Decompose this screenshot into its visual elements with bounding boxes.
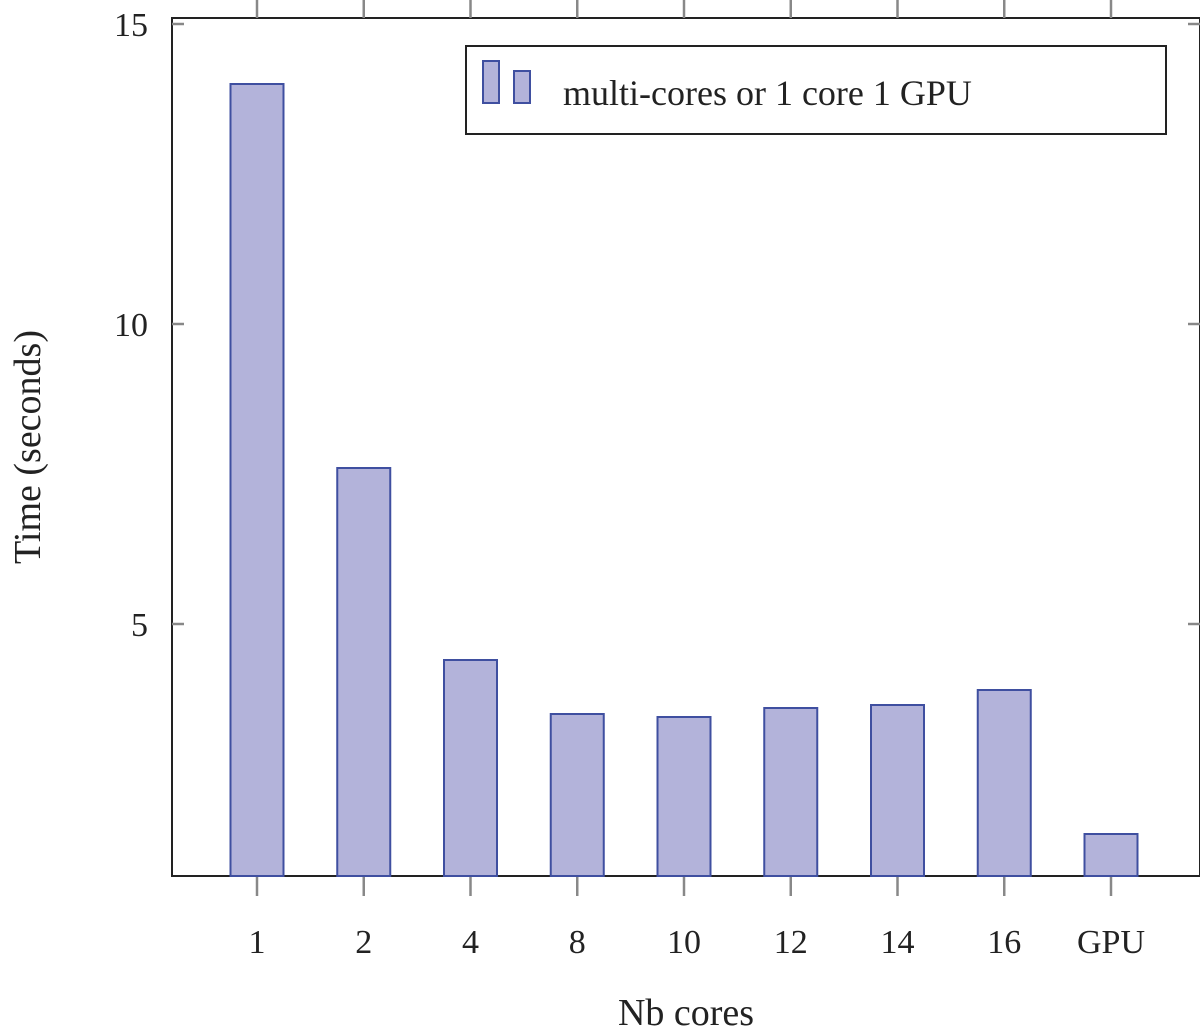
- bar-10: [656, 716, 712, 877]
- y-axis-title: Time (seconds): [7, 330, 49, 564]
- y-tick-label: 10: [114, 307, 148, 344]
- x-tick-label: 2: [355, 924, 372, 961]
- x-tick-label: 16: [987, 924, 1021, 961]
- y-tick-label: 5: [131, 607, 148, 644]
- x-tick-label: GPU: [1077, 924, 1145, 961]
- legend-swatch-icon: [513, 70, 531, 104]
- bar-4: [443, 659, 498, 877]
- legend-box: [465, 45, 1167, 135]
- bar-1: [229, 83, 285, 877]
- x-tick-label: 14: [881, 924, 915, 961]
- axis-ticks: [172, 0, 1200, 896]
- x-tick-label: 4: [462, 924, 479, 961]
- y-tick-label: 15: [114, 7, 148, 44]
- x-tick-label: 8: [569, 924, 586, 961]
- bar-12: [763, 707, 819, 877]
- x-tick-label: 1: [249, 924, 266, 961]
- x-tick-label: 12: [774, 924, 808, 961]
- bar-gpu: [1083, 833, 1139, 877]
- bar-8: [549, 713, 605, 877]
- x-axis-title: Nb cores: [618, 992, 754, 1034]
- bar-2: [336, 467, 392, 877]
- legend-swatch-icon: [482, 60, 500, 104]
- legend: multi-cores or 1 core 1 GPU: [465, 45, 1167, 135]
- legend-label: multi-cores or 1 core 1 GPU: [563, 73, 972, 113]
- x-tick-label: 10: [667, 924, 701, 961]
- bar-16: [976, 689, 1032, 877]
- bars: [229, 83, 1139, 877]
- bar-14: [870, 704, 925, 877]
